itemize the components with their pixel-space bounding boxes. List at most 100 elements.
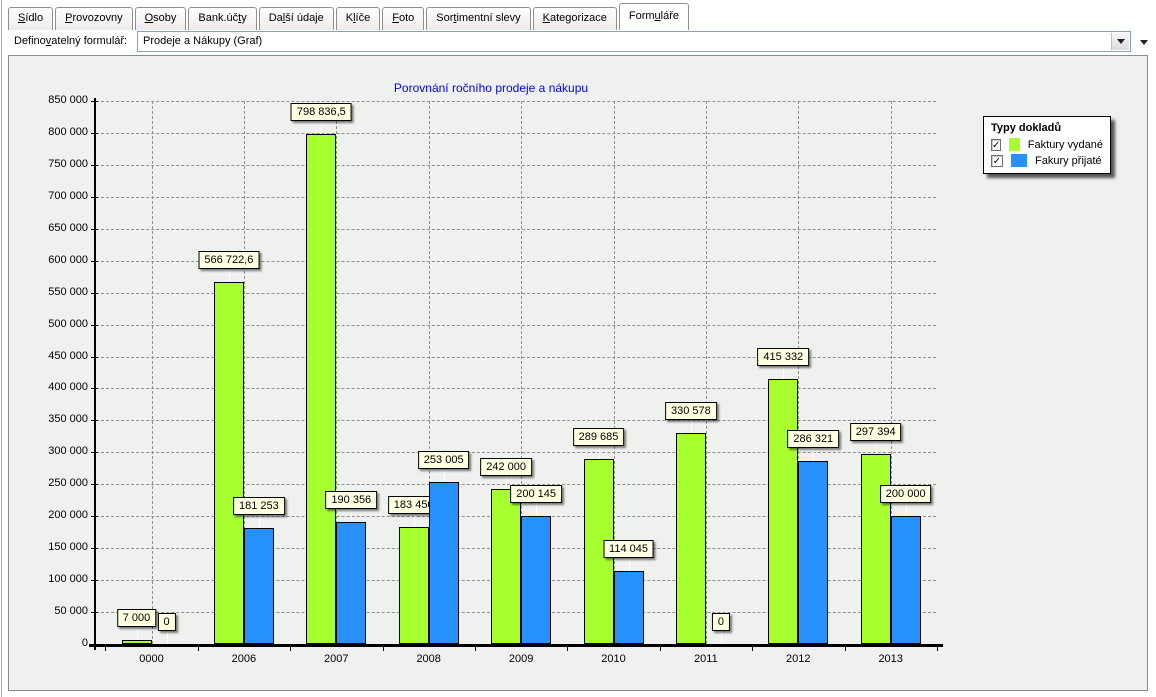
bar-vydane-2009 (491, 489, 522, 644)
value-label-connector (905, 503, 907, 516)
tab-label-post: rovozovny (72, 12, 123, 24)
tab-osoby[interactable]: Osoby (134, 7, 187, 30)
tab-label-key: t (238, 12, 242, 24)
x-axis-category-label: 2009 (508, 653, 534, 665)
value-label-connector (506, 476, 508, 489)
bar-value-label: 0 (711, 613, 730, 631)
tab-label-post: oto (398, 12, 415, 24)
tab-label-key: K (542, 12, 550, 24)
h-gridline (96, 420, 936, 422)
y-axis (94, 98, 96, 650)
bar-chart: Porovnání ročního prodeje a nákupu 0 50 0… (9, 56, 1147, 690)
value-label-connector (536, 503, 538, 516)
h-gridline (96, 388, 936, 390)
legend-checkbox[interactable]: ✓ (991, 138, 1002, 151)
y-axis-tick-label: 750 000 (48, 157, 88, 170)
y-axis-tick-label: 650 000 (48, 221, 88, 234)
bar-value-label: 190 356 (325, 491, 378, 509)
tab-bank-ucty[interactable]: Bank.účty (188, 7, 257, 30)
value-label-connector (258, 515, 260, 528)
x-axis-tick (382, 647, 384, 651)
tab-kategorizace[interactable]: Kategorizace (532, 7, 617, 30)
bar-value-label: 242 000 (480, 458, 532, 476)
tab-label-pre: Da (268, 12, 283, 24)
x-axis-category-label: 2007 (324, 653, 349, 665)
y-axis-tick-label: 400 000 (48, 381, 88, 394)
tab-label-key: l (353, 12, 356, 24)
bar-value-label: 286 321 (787, 430, 840, 448)
y-axis-tick-label: 850 000 (48, 94, 88, 106)
window-left-border (1, 0, 2, 697)
tab-sidlo[interactable]: Sídlo (8, 7, 54, 30)
h-gridline (96, 324, 936, 326)
v-gridline (521, 101, 523, 644)
v-gridline (151, 101, 153, 644)
x-axis (89, 644, 943, 647)
value-label-connector (321, 121, 323, 134)
bar-value-label: 415 332 (757, 348, 810, 366)
tab-label-post: imentní slevy (456, 12, 521, 24)
tab-label-key: P (65, 12, 73, 24)
x-axis-tick (752, 647, 754, 651)
tab-sortimentni-slevy[interactable]: Sortimentní slevy (426, 7, 531, 30)
bar-value-label: 798 836,5 (290, 103, 352, 121)
value-label-connector (228, 269, 230, 282)
v-gridline (243, 101, 245, 644)
bar-value-label: 7 000 (116, 609, 157, 627)
bar-vydane-2011 (675, 433, 706, 644)
definable-form-label-pre: Defino (14, 35, 46, 47)
definable-form-label-post: atelný formulář: (51, 35, 128, 47)
form-combobox-dropdown-button[interactable] (1111, 33, 1129, 50)
x-axis-tick (936, 647, 938, 651)
bar-vydane-0000 (121, 640, 152, 644)
tab-label-key: O (144, 12, 154, 24)
tab-label-pre: Sor (436, 12, 454, 24)
x-axis-category-label: 2013 (878, 653, 903, 665)
value-label-connector (690, 420, 692, 433)
v-gridline (890, 101, 892, 644)
form-combobox[interactable]: Prodeje a Nákupy (Graf) (137, 31, 1131, 52)
form-row: Definovatelný formulář: Prodeje a Nákupy… (0, 30, 1156, 54)
bar-value-label: 200 000 (879, 485, 932, 503)
tab-label-post: íče (355, 12, 371, 24)
value-label-connector (628, 558, 630, 571)
value-label-connector (443, 469, 445, 482)
tab-label-post: ší údaje (285, 12, 324, 24)
tab-dalsi-udaje[interactable]: Další údaje (258, 7, 334, 30)
bar-value-label: 566 722,6 (198, 251, 260, 269)
y-axis-tick-label: 700 000 (48, 189, 88, 202)
bar-prijate-2013 (890, 516, 921, 644)
h-gridline (96, 292, 936, 294)
tab-foto[interactable]: Foto (382, 7, 425, 30)
bar-value-label: 200 145 (510, 485, 562, 503)
x-axis-tick (105, 647, 107, 651)
value-label-connector (598, 446, 600, 459)
tab-klice[interactable]: Klíče (335, 7, 381, 30)
bar-prijate-2012 (798, 461, 829, 644)
value-label-connector (783, 366, 785, 379)
chart-title: Porovnání ročního prodeje a nákupu (393, 81, 589, 95)
tab-provozovny[interactable]: Provozovny (55, 7, 133, 30)
chart-legend: Typy dokladů ✓ Faktury vydané ✓ Fakury p… (983, 116, 1111, 174)
tab-label-pre: Form (628, 10, 655, 22)
tab-label-key: t (453, 12, 457, 24)
legend-row: ✓ Fakury přijaté (991, 154, 1103, 167)
v-gridline (428, 101, 430, 644)
value-label-connector (351, 509, 353, 522)
y-axis-tick-label: 200 000 (48, 509, 88, 522)
y-axis-tick-label: 450 000 (48, 349, 88, 362)
legend-checkbox[interactable]: ✓ (991, 154, 1003, 167)
bar-vydane-2007 (306, 134, 337, 644)
x-axis-category-label: 2011 (694, 653, 718, 665)
tab-formulare[interactable]: Formuláře (618, 3, 690, 30)
chart-panel: Porovnání ročního prodeje a nákupu 0 50 0… (8, 55, 1148, 691)
form-menu-dropdown-button[interactable] (1137, 36, 1151, 48)
y-axis-tick-label: 150 000 (48, 541, 88, 554)
y-axis-tick-label: 800 000 (48, 125, 88, 138)
form-combobox-value: Prodeje a Nákupy (Graf) (143, 35, 263, 47)
x-axis-tick (567, 647, 569, 651)
legend-series-label: Faktury vydané (1027, 138, 1103, 151)
value-label-connector (166, 631, 168, 644)
y-axis-tick-label: 300 000 (48, 445, 88, 458)
